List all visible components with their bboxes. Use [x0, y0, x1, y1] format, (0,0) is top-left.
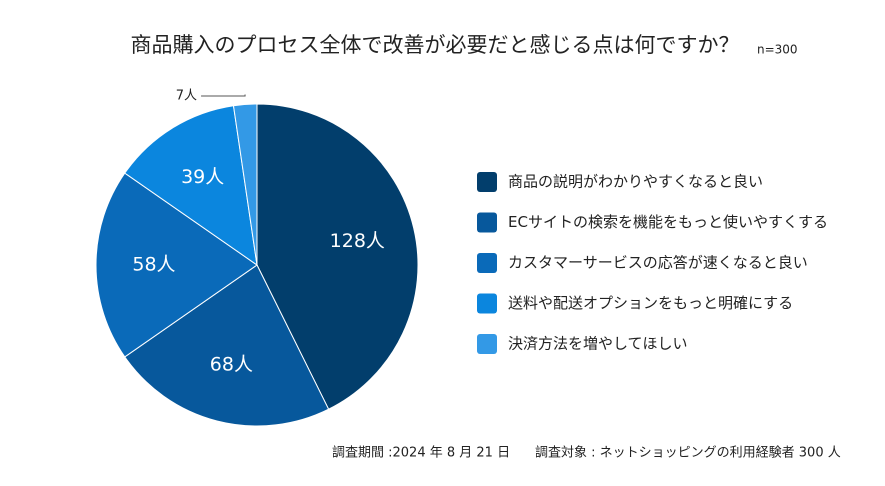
data-label: 128人 — [330, 230, 385, 252]
data-label: 58人 — [132, 254, 175, 276]
chart-subtitle: n=300 — [757, 43, 798, 57]
legend-swatch — [477, 253, 497, 273]
legend-swatch — [477, 172, 497, 192]
data-label: 39人 — [181, 166, 224, 188]
chart-title: 商品購入のプロセス全体で改善が必要だと感じる点は何ですか？ — [131, 33, 740, 57]
footnote: 調査期間 :2024 年 8 月 21 日 — [332, 446, 510, 461]
pie-slice — [232, 103, 258, 266]
data-label: 68人 — [210, 353, 253, 375]
legend-swatch — [477, 334, 497, 354]
legend-label: ECサイトの検索を機能をもっと使いやすくする — [508, 213, 828, 231]
legend-swatch — [477, 293, 497, 314]
data-label: 7人 — [176, 89, 197, 104]
legend-label: 決済方法を増やしてほしい — [508, 335, 688, 353]
legend-swatch — [477, 212, 497, 233]
legend-label: カスタマーサービスの応答が速くなると良い — [508, 254, 808, 272]
pie-slice — [95, 172, 258, 358]
legend-label: 送料や配送オプションをもっと明確にする — [508, 294, 793, 312]
legend-label: 商品の説明がわかりやすくなると良い — [508, 173, 763, 191]
pie-slice — [256, 103, 419, 410]
leader-line — [201, 94, 246, 97]
pie-slice — [124, 264, 330, 427]
pie-slice — [124, 105, 258, 267]
footnote: 調査対象 : ネットショッピングの利用経験者 300 人 — [535, 446, 841, 461]
